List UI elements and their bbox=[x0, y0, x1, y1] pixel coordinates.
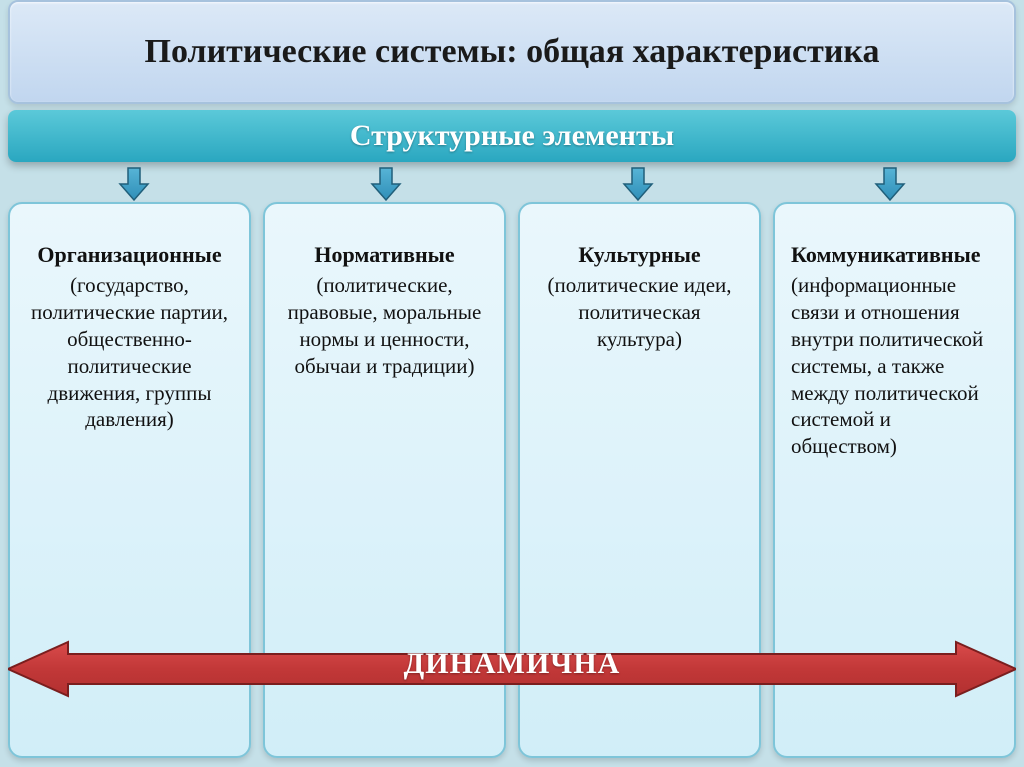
column-heading: Нормативные bbox=[281, 242, 488, 268]
column-communicative: Коммуникативные (информационные связи и … bbox=[773, 202, 1016, 758]
column-body: (политические, правовые, моральные нормы… bbox=[281, 272, 488, 380]
page-title: Политические системы: общая характеристи… bbox=[145, 32, 880, 73]
subtitle-bar: Структурные элементы bbox=[8, 110, 1016, 162]
down-arrows-row bbox=[8, 162, 1016, 202]
column-heading: Организационные bbox=[26, 242, 233, 268]
column-cultural: Культурные (политические идеи, политичес… bbox=[518, 202, 761, 758]
down-arrow-icon bbox=[620, 166, 656, 202]
column-heading: Коммуникативные bbox=[791, 242, 998, 268]
columns-container: Организационные (государство, политическ… bbox=[8, 202, 1016, 758]
column-organizational: Организационные (государство, политическ… bbox=[8, 202, 251, 758]
subtitle: Структурные элементы bbox=[350, 119, 674, 153]
column-body: (информационные связи и отношения внутри… bbox=[791, 272, 998, 460]
down-arrow-icon bbox=[872, 166, 908, 202]
column-normative: Нормативные (политические, правовые, мор… bbox=[263, 202, 506, 758]
column-heading: Культурные bbox=[536, 242, 743, 268]
down-arrow-icon bbox=[116, 166, 152, 202]
title-bar: Политические системы: общая характеристи… bbox=[8, 0, 1016, 104]
down-arrow-icon bbox=[368, 166, 404, 202]
column-body: (государство, политические партии, общес… bbox=[26, 272, 233, 433]
column-body: (политические идеи, политическая культур… bbox=[536, 272, 743, 353]
